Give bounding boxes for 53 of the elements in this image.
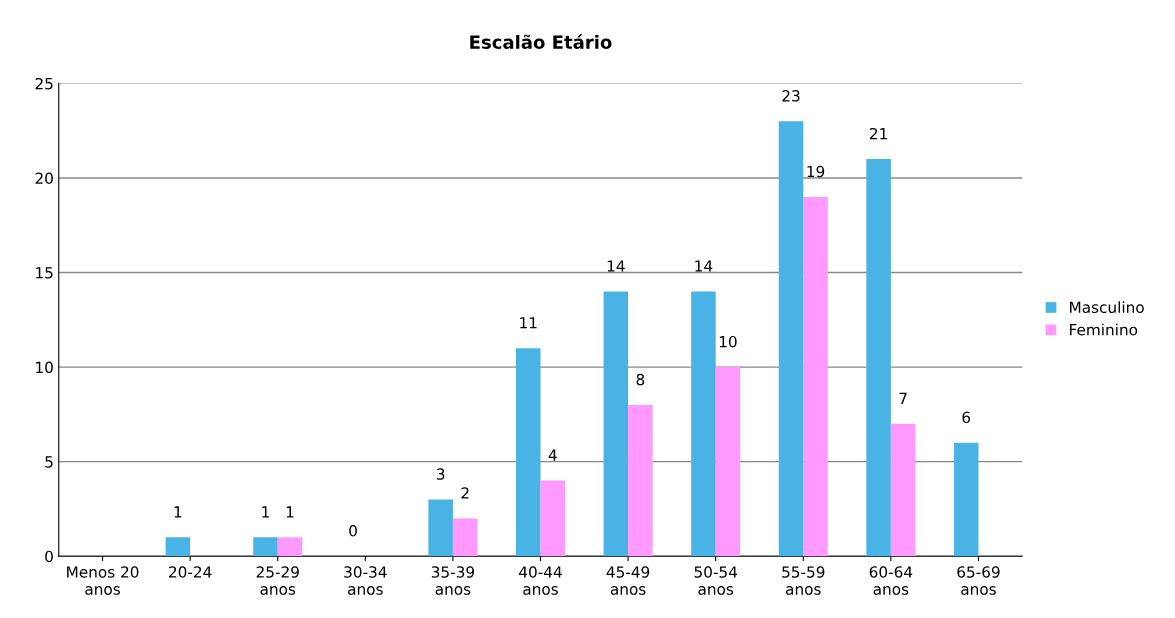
x-tick-label: 65-69 anos bbox=[957, 566, 1000, 595]
bar bbox=[515, 348, 541, 557]
y-tick-label: 5 bbox=[45, 456, 53, 468]
data-label: 0 bbox=[349, 525, 357, 537]
bar bbox=[165, 537, 191, 557]
legend-label: Masculino bbox=[1070, 301, 1144, 314]
data-label: 1 bbox=[174, 506, 182, 518]
y-tick-label: 10 bbox=[36, 361, 53, 374]
y-tick-label: 15 bbox=[36, 267, 53, 279]
chart-title: Escalão Etário bbox=[470, 34, 612, 49]
bar bbox=[691, 291, 716, 557]
data-label: 10 bbox=[719, 335, 737, 348]
bar bbox=[540, 480, 566, 557]
bar bbox=[953, 442, 979, 557]
data-label: 11 bbox=[520, 317, 537, 329]
bar bbox=[428, 499, 453, 557]
data-label: 8 bbox=[636, 373, 645, 386]
data-label: 3 bbox=[436, 468, 445, 480]
x-tick-label: 25-29 anos bbox=[256, 566, 299, 595]
data-label: 6 bbox=[962, 411, 971, 424]
x-tick-label: 55-59 anos bbox=[782, 566, 825, 595]
bar bbox=[253, 537, 278, 557]
bar bbox=[890, 423, 916, 557]
x-tick-label: 60-64 anos bbox=[869, 566, 913, 595]
data-label: 1 bbox=[286, 506, 294, 518]
x-tick-label: 40-44 anos bbox=[519, 566, 562, 595]
bar bbox=[452, 518, 478, 557]
data-label: 4 bbox=[548, 449, 557, 461]
bar bbox=[628, 404, 653, 557]
data-label: 1 bbox=[262, 506, 269, 518]
x-tick-label: 45-49 anos bbox=[606, 566, 650, 595]
legend-label: Feminino bbox=[1070, 323, 1138, 336]
y-tick-label: 0 bbox=[45, 550, 53, 563]
data-label: 14 bbox=[607, 260, 625, 272]
data-label: 7 bbox=[899, 392, 907, 404]
bar bbox=[778, 121, 804, 557]
bar bbox=[715, 367, 741, 557]
bar bbox=[277, 537, 303, 557]
data-label: 21 bbox=[870, 127, 887, 140]
data-label: 19 bbox=[807, 165, 825, 178]
bar bbox=[603, 291, 629, 557]
y-tick-label: 25 bbox=[35, 77, 53, 90]
y-tick-label: 20 bbox=[35, 172, 53, 185]
x-tick-label: 30-34 anos bbox=[344, 566, 387, 595]
bar bbox=[803, 196, 828, 557]
x-tick-label: Menos 20 anos bbox=[67, 566, 139, 595]
bar bbox=[866, 159, 891, 557]
x-tick-label: 50-54 anos bbox=[694, 566, 738, 595]
data-label: 2 bbox=[461, 487, 469, 499]
x-tick-label: 20-24 bbox=[169, 566, 212, 578]
x-tick-label: 35-39 anos bbox=[431, 566, 475, 595]
data-label: 23 bbox=[782, 90, 800, 102]
data-label: 14 bbox=[695, 260, 713, 272]
